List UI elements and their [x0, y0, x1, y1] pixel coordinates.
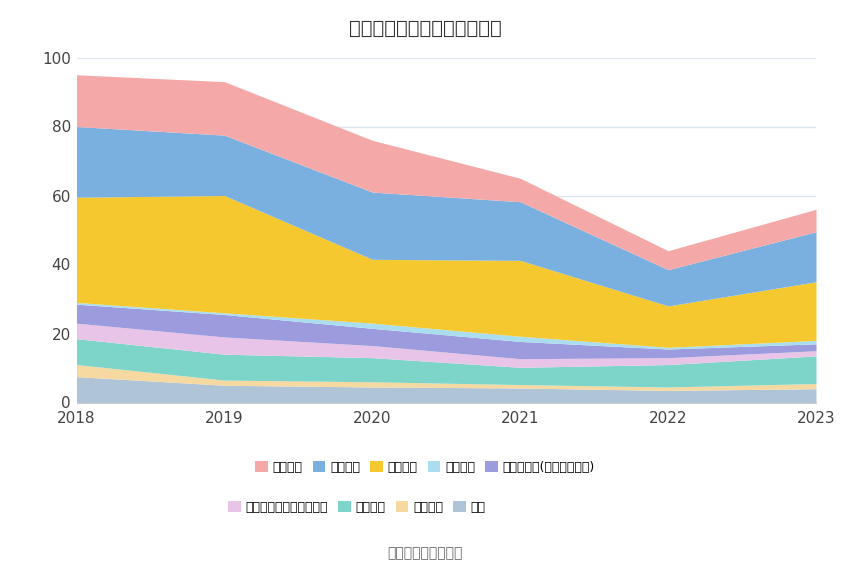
Legend: 一年内到期的非流动负债, 长期借款, 预计负债, 其它: 一年内到期的非流动负债, 长期借款, 预计负债, 其它 [229, 501, 485, 514]
Legend: 短期借款, 应付票据, 应付账款, 合同负债, 其他应付款(含利息和股利): 短期借款, 应付票据, 应付账款, 合同负债, 其他应付款(含利息和股利) [255, 461, 595, 474]
Text: 数据来源：恒生聚源: 数据来源：恒生聚源 [388, 547, 462, 561]
Text: 历年主要负债堆积图（亿元）: 历年主要负债堆积图（亿元） [348, 19, 502, 39]
